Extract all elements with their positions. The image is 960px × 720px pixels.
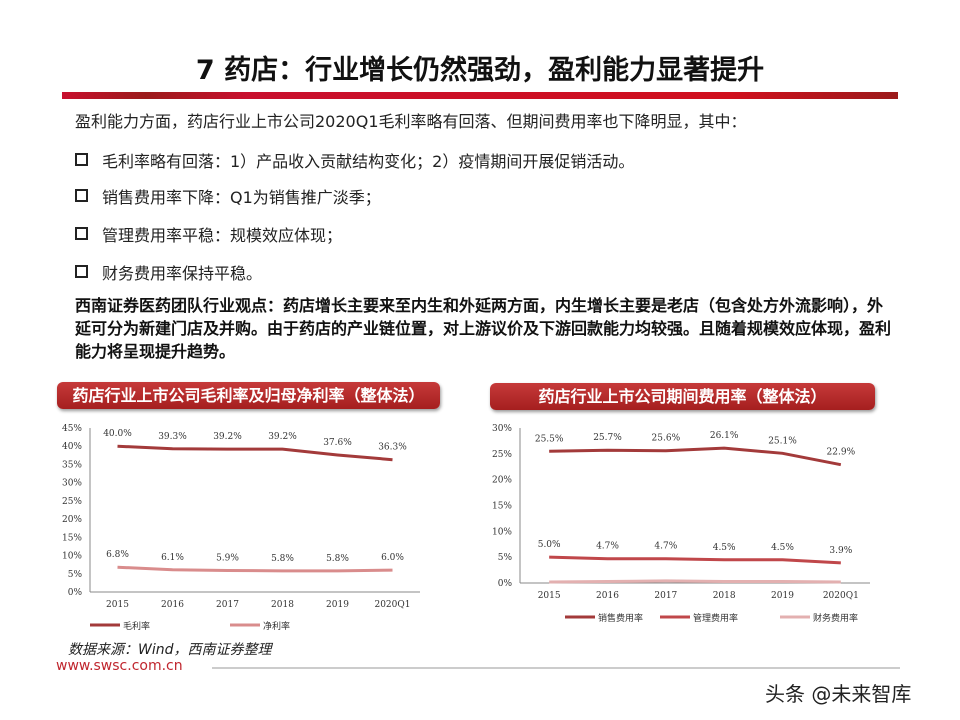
- x-tick-label: 2015: [106, 600, 129, 610]
- x-tick-label: 2020Q1: [823, 591, 859, 601]
- series-line-净利率: [117, 565, 393, 573]
- square-bullet-icon: [75, 265, 88, 278]
- y-tick-label: 30%: [62, 479, 82, 489]
- x-tick-label: 2019: [771, 591, 794, 601]
- bullet-text: 管理费用率平稳：规模效应体现；: [102, 226, 343, 245]
- legend-label: 销售费用率: [598, 612, 643, 624]
- bullet-text: 财务费用率保持平稳。: [102, 264, 263, 283]
- chart1-title: 药店行业上市公司毛利率及归母净利率（整体法）: [57, 382, 440, 409]
- bullet-text: 毛利率略有回落：1）产品收入贡献结构变化；2）疫情期间开展促销活动。: [102, 152, 635, 171]
- data-label: 22.9%: [827, 448, 856, 458]
- x-tick-label: 2016: [596, 591, 619, 601]
- data-label: 5.8%: [326, 554, 349, 564]
- bullet-text: 销售费用率下降：Q1为销售推广淡季；: [102, 188, 381, 207]
- bullet-item: 毛利率略有回落：1）产品收入贡献结构变化；2）疫情期间开展促销活动。: [75, 148, 634, 172]
- data-label: 5.9%: [216, 553, 239, 563]
- title-divider: [62, 92, 898, 99]
- data-label: 4.5%: [771, 543, 794, 553]
- data-label: 39.2%: [268, 432, 297, 442]
- x-tick-label: 2015: [538, 591, 561, 601]
- series-line-财务费用率: [549, 579, 841, 584]
- square-bullet-icon: [75, 189, 88, 202]
- bullet-item: 管理费用率平稳：规模效应体现；: [75, 222, 342, 246]
- data-label: 39.2%: [213, 432, 242, 442]
- y-tick-label: 45%: [62, 424, 82, 434]
- y-tick-label: 20%: [62, 515, 82, 525]
- y-tick-label: 25%: [62, 497, 82, 507]
- chart2-title: 药店行业上市公司期间费用率（整体法）: [490, 383, 875, 410]
- data-label: 37.6%: [323, 438, 352, 448]
- data-label: 26.1%: [710, 431, 739, 441]
- y-tick-label: 5%: [498, 553, 513, 563]
- data-label: 39.3%: [158, 432, 187, 442]
- data-label: 4.7%: [654, 542, 677, 552]
- data-label: 25.6%: [652, 434, 681, 444]
- y-tick-label: 20%: [492, 476, 512, 486]
- x-tick-label: 2018: [271, 600, 294, 610]
- y-tick-label: 15%: [492, 502, 512, 512]
- page-title: 7 药店：行业增长仍然强劲，盈利能力显著提升: [195, 55, 765, 86]
- legend-label: 净利率: [263, 620, 290, 632]
- data-label: 6.8%: [106, 550, 129, 560]
- x-tick-label: 2017: [216, 600, 239, 610]
- y-tick-label: 15%: [62, 533, 82, 543]
- square-bullet-icon: [75, 153, 88, 166]
- data-label: 5.0%: [538, 540, 561, 550]
- website-link[interactable]: www.swsc.com.cn: [56, 658, 183, 674]
- intro-text: 盈利能力方面，药店行业上市公司2020Q1毛利率略有回落、但期间费用率也下降明显…: [75, 112, 747, 131]
- legend-label: 管理费用率: [693, 612, 738, 624]
- bullet-item: 财务费用率保持平稳。: [75, 260, 262, 284]
- analyst-view: 西南证券医药团队行业观点：药店增长主要来至内生和外延两方面，内生增长主要是老店（…: [75, 296, 892, 361]
- series-line-销售费用率: [549, 446, 842, 467]
- x-tick-label: 2018: [713, 591, 736, 601]
- y-tick-label: 25%: [492, 450, 512, 460]
- data-label: 25.5%: [535, 434, 564, 444]
- y-tick-label: 30%: [492, 424, 512, 434]
- series-line-管理费用率: [549, 555, 841, 565]
- bullet-item: 销售费用率下降：Q1为销售推广淡季；: [75, 184, 381, 208]
- y-tick-label: 0%: [68, 588, 83, 598]
- x-tick-label: 2016: [161, 600, 184, 610]
- footer-rule: [212, 667, 900, 669]
- y-tick-label: 0%: [498, 579, 513, 589]
- x-tick-label: 2017: [654, 591, 677, 601]
- gross-net-margin-chart: 0% 5% 10% 15% 20% 25% 30% 35% 40% 45% 2015 2016 2017…: [62, 424, 420, 632]
- data-label: 25.7%: [593, 433, 622, 443]
- data-label: 25.1%: [768, 436, 797, 446]
- data-label: 40.0%: [103, 429, 132, 439]
- data-source: 数据来源：Wind，西南证券整理: [68, 642, 272, 658]
- data-label: 3.9%: [829, 546, 852, 556]
- y-tick-label: 35%: [62, 460, 82, 470]
- x-tick-label: 2019: [326, 600, 349, 610]
- y-tick-label: 40%: [62, 442, 82, 452]
- square-bullet-icon: [75, 227, 88, 240]
- x-tick-label: 2020Q1: [374, 600, 410, 610]
- y-tick-label: 10%: [492, 527, 512, 537]
- y-tick-label: 5%: [68, 570, 83, 580]
- expense-ratio-chart: 0% 5% 10% 15% 20% 25% 30% 2015 2016 2017 2018 2019 2…: [492, 424, 870, 624]
- y-tick-label: 10%: [62, 552, 82, 562]
- data-label: 36.3%: [378, 443, 407, 453]
- data-label: 6.1%: [161, 553, 184, 563]
- series-line-毛利率: [117, 444, 393, 462]
- data-label: 4.7%: [596, 542, 619, 552]
- data-label: 4.5%: [713, 543, 736, 553]
- legend-label: 财务费用率: [813, 612, 858, 624]
- data-label: 6.0%: [381, 553, 404, 563]
- data-label: 5.8%: [271, 554, 294, 564]
- watermark: 头条 @未来智库: [765, 682, 912, 706]
- legend-label: 毛利率: [123, 620, 150, 632]
